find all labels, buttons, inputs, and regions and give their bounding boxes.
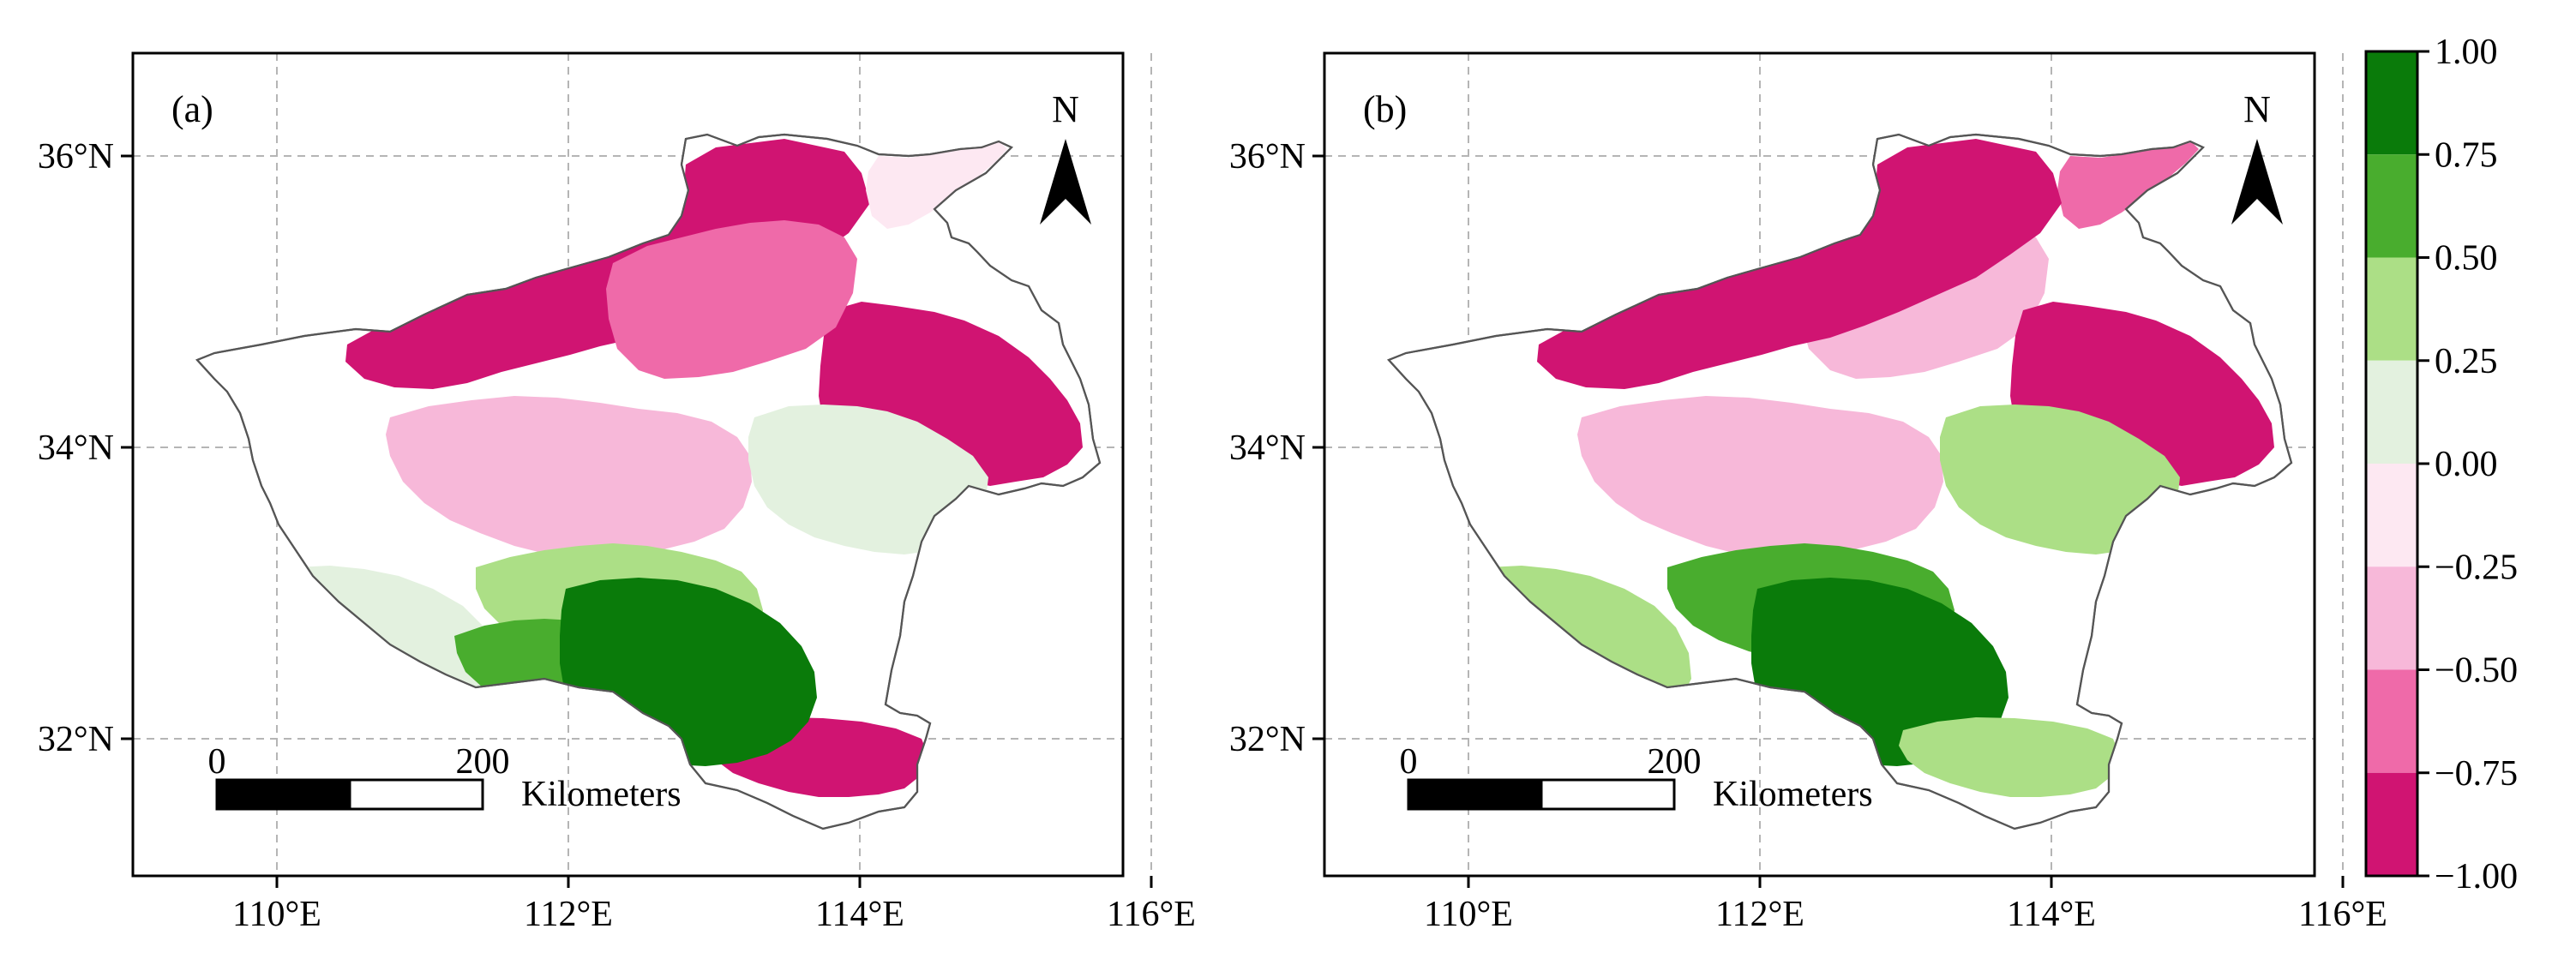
colorbar-label-5: −0.25: [2435, 548, 2518, 587]
colorbar-label-2: 0.50: [2435, 239, 2498, 279]
y-tick-label-1: 34°N: [38, 429, 114, 468]
x-tick-label-0: 110°E: [232, 895, 321, 934]
y-tick-label-1: 34°N: [1229, 429, 1306, 468]
scale-bar-end-label: 200: [1648, 742, 1702, 782]
scale-bar-start-label: 0: [208, 742, 226, 782]
colorbar-segment-4: [2366, 464, 2417, 567]
colorbar-segment-5: [2366, 566, 2417, 670]
north-arrow-icon: [1040, 139, 1091, 225]
x-tick-label-1: 112°E: [524, 895, 613, 934]
scale-bar: 0 200 Kilometers: [1400, 742, 1873, 814]
index-regions: [1423, 139, 2274, 797]
north-arrow: N: [2231, 88, 2283, 225]
index-region-center: [1577, 396, 1943, 557]
panel-a: 110°E 112°E 114°E 116°E 36°N 34°N 32°N (a) N 0 200…: [38, 51, 1196, 934]
scale-bar-unit-label: Kilometers: [1713, 775, 1873, 814]
panel-frame: [131, 51, 1125, 878]
index-region-center: [386, 396, 752, 557]
y-tick-label-0: 36°N: [1229, 137, 1306, 177]
panel-frame: [1323, 51, 2316, 878]
north-arrow-label: N: [2243, 88, 2271, 130]
scale-bar-start-label: 0: [1400, 742, 1418, 782]
colorbar-label-3: 0.25: [2435, 342, 2498, 381]
scale-bar: 0 200 Kilometers: [208, 742, 682, 814]
panel-label: (a): [171, 88, 213, 130]
x-tick-label-2: 114°E: [815, 895, 904, 934]
index-region-north-pink: [606, 220, 857, 379]
y-tick-label-0: 36°N: [38, 137, 114, 177]
index-region-northeast-tip: [866, 142, 1007, 229]
x-tick-label-1: 112°E: [1715, 895, 1804, 934]
index-region-east-light: [1940, 405, 2180, 554]
north-arrow-label: N: [1052, 88, 1079, 130]
colorbar-label-4: 0.00: [2435, 445, 2498, 484]
scale-bar-unit-label: Kilometers: [521, 775, 682, 814]
colorbar-segment-0: [2366, 51, 2417, 155]
colorbar-label-1: 0.75: [2435, 135, 2498, 175]
colorbar-label-6: −0.50: [2435, 651, 2518, 691]
colorbar-segment-7: [2366, 772, 2417, 876]
index-region-northeast-tip: [2057, 142, 2199, 229]
index-region-north-band: [1537, 139, 2062, 389]
scale-bar-black-segment: [215, 778, 351, 811]
north-arrow: N: [1040, 88, 1091, 225]
scale-bar-end-label: 200: [456, 742, 510, 782]
north-arrow-icon: [2231, 139, 2283, 225]
x-tick-label-3: 116°E: [1107, 895, 1196, 934]
colorbar-segment-3: [2366, 360, 2417, 464]
colorbar-segment-1: [2366, 154, 2417, 258]
scale-bar-black-segment: [1407, 778, 1543, 811]
index-region-north-band: [345, 139, 870, 389]
scale-bar-white-segment: [348, 778, 484, 811]
colorbar-segment-6: [2366, 669, 2417, 773]
province-outline: [195, 133, 1102, 830]
colorbar: 1.00 0.75 0.50 0.25 0.00 −0.25 −0.50 −0.75 −1.00: [2364, 33, 2518, 896]
panel-label: (b): [1363, 88, 1407, 130]
y-tick-label-2: 32°N: [38, 720, 114, 759]
province-outline: [1387, 133, 2293, 830]
scale-bar-white-segment: [1540, 778, 1676, 811]
x-tick-label-0: 110°E: [1424, 895, 1513, 934]
colorbar-segment-2: [2366, 257, 2417, 361]
colorbar-label-7: −0.75: [2435, 754, 2518, 794]
index-region-south-strip: [1899, 717, 2120, 797]
index-region-east-light: [748, 405, 988, 554]
panel-b: 110°E 112°E 114°E 116°E 36°N 34°N 32°N (b) N 0 200…: [1229, 51, 2387, 934]
colorbar-label-8: −1.00: [2435, 857, 2518, 896]
x-tick-label-2: 114°E: [2007, 895, 2096, 934]
x-tick-label-3: 116°E: [2298, 895, 2387, 934]
y-tick-label-2: 32°N: [1229, 720, 1306, 759]
colorbar-label-0: 1.00: [2435, 33, 2498, 72]
